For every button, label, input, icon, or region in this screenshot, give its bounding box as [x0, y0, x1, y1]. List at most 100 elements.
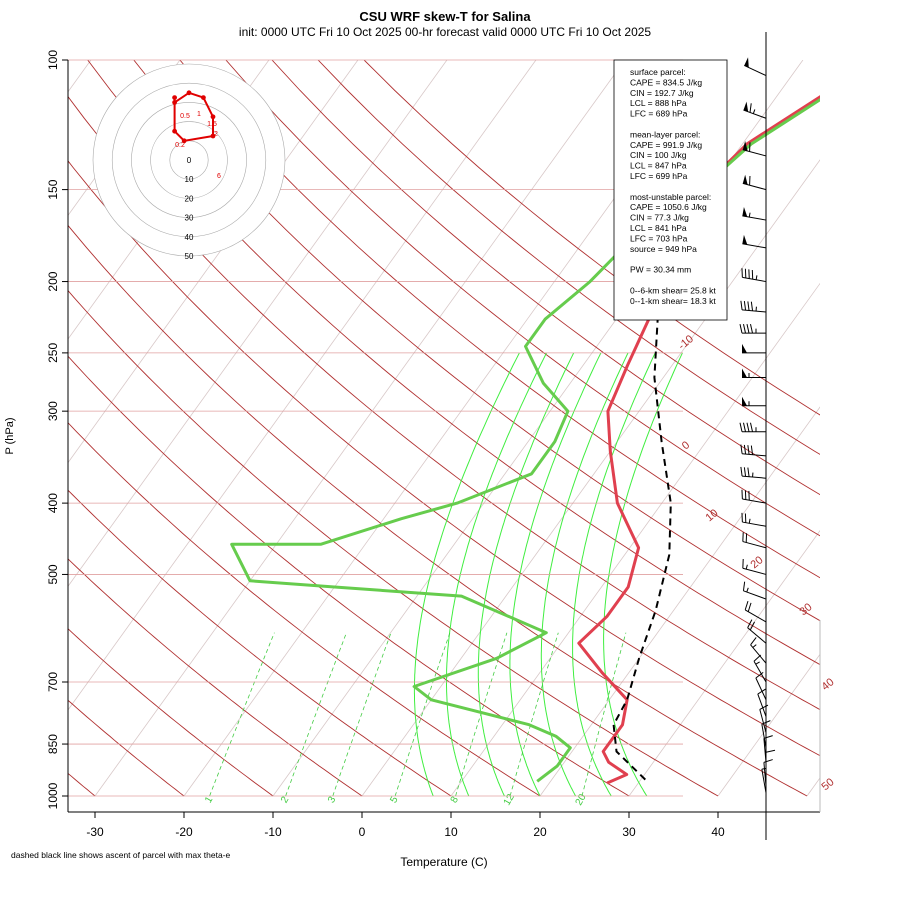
info-line: surface parcel:: [630, 67, 686, 77]
barb-half: [752, 644, 757, 648]
y-tick-label: 500: [46, 564, 60, 584]
barb-feather: [749, 103, 752, 113]
hodograph-ring: [111, 82, 267, 238]
info-line: CIN = 100 J/kg: [630, 150, 687, 160]
hodograph-point: [186, 90, 192, 96]
barb-flag: [742, 174, 748, 185]
mixing-ratio-label: 8: [449, 794, 462, 805]
dry-adiabat-label: 40: [820, 676, 837, 693]
barb-feather: [755, 671, 764, 679]
info-line: LCL = 841 hPa: [630, 223, 687, 233]
barb-feather: [747, 445, 750, 455]
wind-barb: [742, 396, 766, 407]
hodograph: 0 10 20 30 40 50 0.5 1 1.5 2 0.2 6: [92, 63, 286, 261]
barb-shaft: [742, 453, 767, 457]
barb-shaft: [742, 498, 767, 504]
y-tick-label: 100: [46, 50, 60, 70]
wind-barb: [741, 512, 767, 527]
dry-adiabat-label: 10: [704, 507, 721, 524]
barb-feather: [753, 654, 762, 662]
barb-feather: [750, 445, 754, 455]
barb-feather: [743, 444, 747, 455]
barb-feather: [759, 704, 769, 710]
barb-half: [752, 109, 756, 114]
info-line: 0--1-km shear= 18.3 kt: [630, 296, 716, 306]
wind-barb: [761, 720, 771, 748]
barb-feather: [747, 619, 753, 629]
wind-barb: [765, 749, 776, 777]
barb-flag: [743, 101, 749, 112]
hodograph-point: [181, 138, 187, 144]
y-tick-label: 1000: [46, 782, 60, 809]
wind-barb: [763, 759, 773, 787]
isotherm: [68, 60, 537, 711]
info-line: 0--6-km shear= 25.8 kt: [630, 285, 716, 295]
barb-shaft: [742, 521, 767, 527]
barb-shaft: [750, 644, 767, 664]
dewpoint-line: [230, 97, 820, 783]
moist-adiabat: [540, 352, 629, 797]
hodograph-ring: [92, 63, 286, 257]
y-tick-label: 700: [46, 672, 60, 692]
wind-barb: [742, 207, 767, 221]
mixing-ratio-line: [209, 632, 275, 797]
wind-barb: [742, 532, 767, 549]
barb-feather: [750, 323, 753, 334]
barb-shaft: [744, 609, 767, 623]
x-tick-label: -20: [175, 825, 193, 839]
dry-adiabat: [179, 60, 820, 579]
mixing-ratio-line: [581, 632, 627, 797]
barb-flag: [742, 234, 748, 245]
wind-barb: [747, 619, 767, 644]
barb-feather: [765, 749, 776, 753]
info-box-frame: [613, 59, 728, 321]
barb-half: [761, 767, 767, 770]
isotherm: [68, 60, 181, 217]
x-tick-label: 0: [359, 825, 366, 839]
barb-feather: [740, 300, 743, 310]
wind-barbs: [739, 32, 776, 840]
barb-feather: [739, 422, 743, 432]
barb-feather: [746, 323, 750, 334]
isotherm: [0, 60, 2, 796]
wind-barb: [742, 581, 767, 600]
barb-half: [746, 587, 749, 593]
wind-barb: [742, 558, 767, 575]
y-tick-label: 150: [46, 179, 60, 199]
barb-feather: [757, 688, 766, 695]
mixing-ratio-line: [509, 632, 559, 797]
isotherm: [94, 60, 626, 797]
barb-shaft: [763, 762, 767, 787]
hodograph-point: [172, 95, 178, 100]
dry-adiabat: [225, 60, 820, 537]
x-tick-label: 40: [711, 825, 725, 839]
barb-feather: [746, 422, 750, 432]
wind-barb: [761, 767, 767, 793]
info-line: CIN = 192.7 J/kg: [630, 88, 694, 98]
wind-barb: [742, 234, 767, 249]
hodograph-point-label: 0.5: [180, 113, 190, 120]
y-tick-label: 300: [46, 401, 60, 421]
x-axis-label: Temperature (C): [400, 855, 487, 869]
info-line: CAPE = 991.9 J/kg: [630, 140, 702, 150]
mixing-ratio-line: [285, 632, 347, 797]
barb-feather: [739, 323, 743, 334]
wind-barb: [743, 101, 767, 119]
hodograph-point-label: 1: [197, 111, 201, 118]
barb-feather: [743, 301, 747, 311]
barb-flag: [742, 207, 748, 217]
y-tick-label: 200: [46, 271, 60, 291]
wind-barb: [739, 323, 766, 334]
moist-adiabat: [413, 352, 520, 797]
wind-barb: [755, 671, 767, 700]
barb-flag: [742, 368, 747, 378]
wind-barb: [741, 489, 767, 504]
barb-feather: [763, 759, 773, 763]
hodograph-ring: [131, 102, 247, 218]
dry-adiabat-label: 50: [820, 776, 837, 793]
footnote: dashed black line shows ascent of parcel…: [11, 850, 231, 860]
barb-shaft: [742, 309, 767, 313]
info-line: CAPE = 834.5 J/kg: [630, 77, 702, 87]
